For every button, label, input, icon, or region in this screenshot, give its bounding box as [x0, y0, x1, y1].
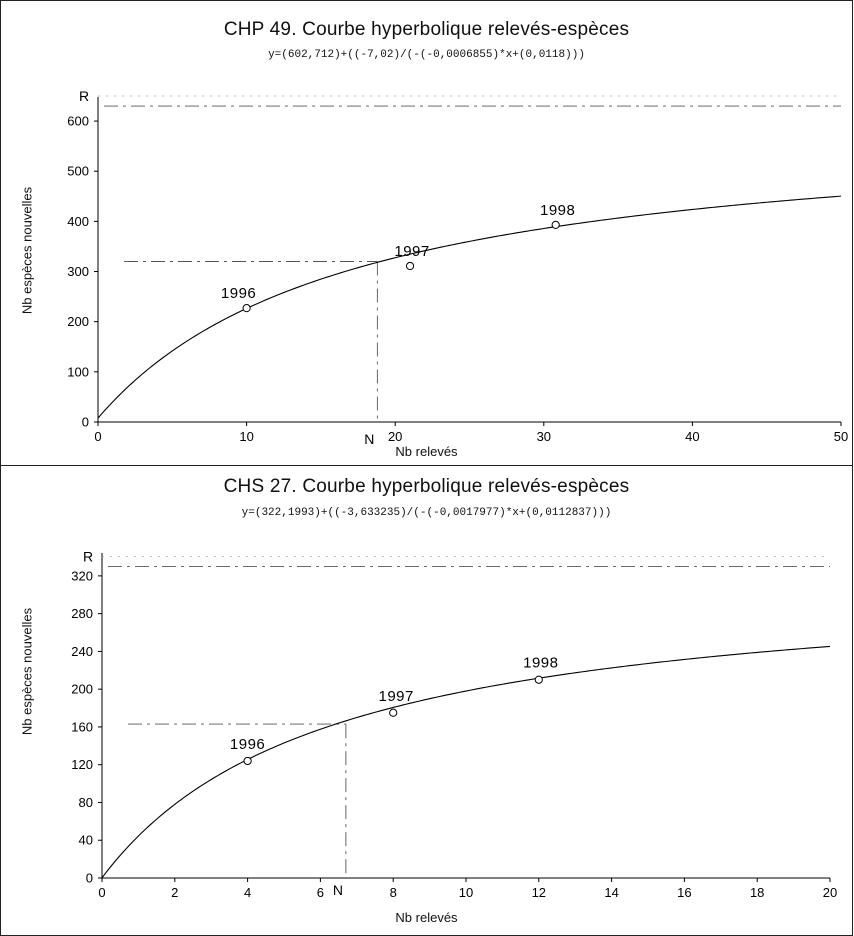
x-tick-label: 16: [677, 885, 691, 900]
chart-equation: y=(322,1993)+((-3,633235)/(-(-0,0017977)…: [241, 507, 612, 519]
data-point-label: 1998: [523, 655, 558, 672]
x-tick-label: 0: [98, 885, 105, 900]
y-tick-label: 200: [71, 682, 93, 697]
chart-panel-chp49: CHP 49. Courbe hyperbolique relevés-espè…: [0, 0, 853, 466]
data-point-label: 1998: [540, 202, 575, 219]
y-tick-label: 0: [86, 871, 93, 886]
data-point: [242, 304, 251, 313]
x-tick-label: 10: [239, 429, 253, 444]
chart-title: CHP 49. Courbe hyperbolique relevés-espè…: [223, 19, 630, 40]
y-tick-label: 600: [67, 114, 89, 129]
data-point-label: 1996: [230, 736, 265, 753]
data-point: [389, 708, 398, 717]
x-axis-label: Nb relevés: [395, 910, 458, 925]
data-point-label: 1997: [394, 243, 429, 260]
x-tick-label: 18: [750, 885, 764, 900]
chart-plot-chs27: 0 40 80 120 160 200 240 280 320 0 2 4 6 8 10 12 14 16 18 20…: [71, 548, 837, 900]
chart-equation: y=(602,712)+((-7,02)/(-(-0,0006855)*x+(0…: [268, 49, 585, 61]
hyperbolic-curve: [101, 645, 831, 879]
chart-plot-chp49: 0 100 200 300 400 500 600 0 10 20 30 40 50 R N 1996 1997…: [67, 88, 848, 447]
data-point-label: 1996: [221, 285, 256, 302]
x-tick-label: 6: [317, 885, 324, 900]
y-tick-label: 240: [71, 644, 93, 659]
y-tick-label: 120: [71, 757, 93, 772]
x-tick-label: 0: [94, 429, 101, 444]
n-label: N: [364, 431, 374, 447]
x-tick-label: 12: [532, 885, 546, 900]
y-tick-label: 400: [67, 214, 89, 229]
x-tick-label: 14: [604, 885, 618, 900]
x-tick-label: 20: [823, 885, 837, 900]
x-tick-label: 40: [685, 429, 699, 444]
data-point: [243, 756, 252, 766]
chart-panel-chs27: CHS 27. Courbe hyperbolique relevés-espè…: [0, 466, 853, 936]
data-point-label: 1997: [379, 688, 414, 705]
x-tick-label: 50: [834, 429, 848, 444]
x-tick-label: 30: [537, 429, 551, 444]
y-tick-label: 100: [67, 364, 89, 379]
asymptote-label-r: R: [79, 88, 89, 104]
n-label: N: [333, 882, 343, 898]
x-tick-label: 8: [390, 885, 397, 900]
y-tick-label: 200: [67, 314, 89, 329]
y-tick-label: 0: [82, 415, 89, 430]
y-tick-label: 320: [71, 568, 93, 583]
x-axis-label: Nb relevés: [395, 444, 458, 459]
chart-title: CHS 27. Courbe hyperbolique relevés-espè…: [223, 476, 630, 497]
x-tick-label: 4: [244, 885, 251, 900]
hyperbolic-curve: [97, 195, 842, 419]
y-tick-label: 40: [79, 833, 93, 848]
y-tick-label: 500: [67, 164, 89, 179]
y-tick-label: 300: [67, 264, 89, 279]
data-point: [534, 675, 543, 684]
x-tick-label: 2: [171, 885, 178, 900]
y-tick-label: 280: [71, 606, 93, 621]
x-tick-label: 20: [388, 429, 402, 444]
data-point: [405, 261, 415, 271]
data-point: [551, 220, 560, 229]
y-tick-label: 80: [79, 795, 93, 810]
y-tick-label: 160: [71, 719, 93, 734]
asymptote-label-r: R: [83, 548, 93, 564]
x-tick-label: 10: [459, 885, 473, 900]
